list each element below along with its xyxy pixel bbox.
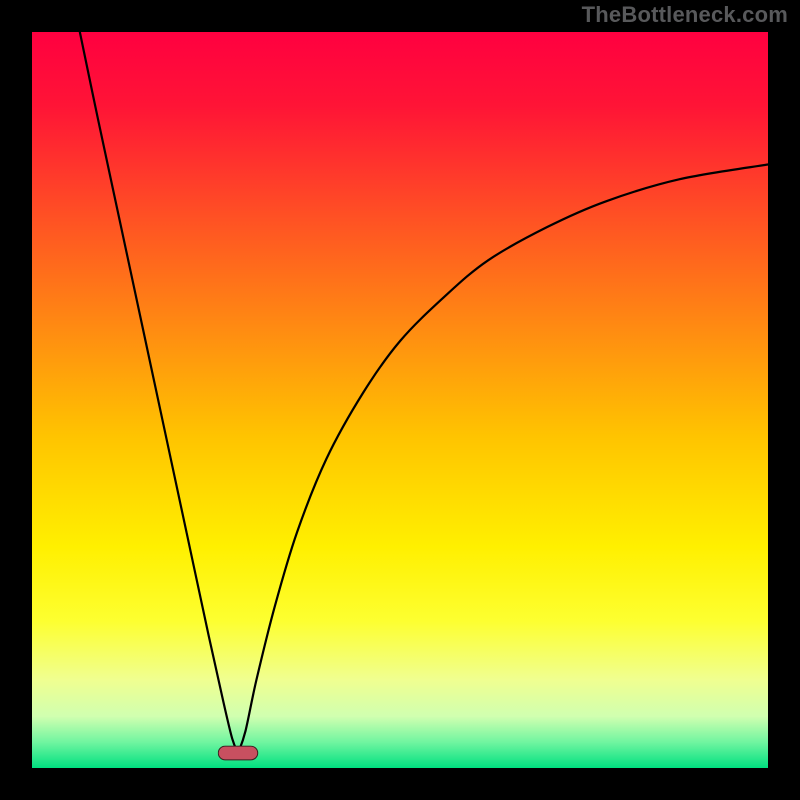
chart-plot bbox=[32, 32, 768, 768]
minimum-marker-pill bbox=[218, 746, 257, 760]
minimum-marker bbox=[218, 746, 258, 761]
chart-frame: TheBottleneck.com bbox=[0, 0, 800, 800]
gradient-background bbox=[32, 32, 768, 768]
attribution-text: TheBottleneck.com bbox=[582, 2, 788, 28]
